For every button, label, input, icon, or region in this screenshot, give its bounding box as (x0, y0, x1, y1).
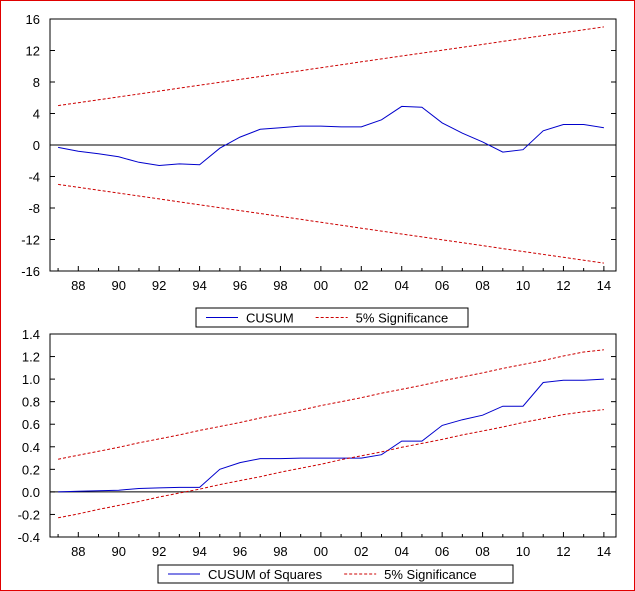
y-tick-label: 0.2 (22, 462, 40, 477)
y-tick-label: -0.2 (18, 507, 40, 522)
x-tick-label: 14 (597, 278, 611, 293)
y-tick-label: 0.4 (22, 440, 40, 455)
y-tick-label: 4 (33, 107, 40, 122)
x-tick-label: 90 (111, 278, 125, 293)
y-tick-label: 16 (26, 12, 40, 27)
x-tick-label: 04 (394, 544, 408, 559)
x-tick-label: 96 (233, 544, 247, 559)
x-tick-label: 10 (516, 544, 530, 559)
x-tick-label: 88 (71, 544, 85, 559)
legend: CUSUM 5% Significance (195, 307, 469, 328)
y-tick-label: -8 (28, 201, 40, 216)
legend-box (157, 564, 514, 584)
x-tick-label: 92 (152, 278, 166, 293)
y-tick-label: 1.2 (22, 350, 40, 365)
x-tick-label: 94 (192, 544, 206, 559)
y-tick-label: 1.4 (22, 327, 40, 342)
x-tick-label: 12 (556, 544, 570, 559)
plot-area (49, 333, 617, 538)
legend-label: CUSUM (246, 311, 294, 326)
x-tick-label: 00 (314, 544, 328, 559)
x-tick-label: 98 (273, 278, 287, 293)
x-tick-label: 00 (314, 278, 328, 293)
upper-bound-line (58, 26, 604, 107)
lower-bound-line (58, 183, 604, 264)
x-tick-label: 02 (354, 278, 368, 293)
x-tick-label: 08 (475, 278, 489, 293)
legend: CUSUM of Squares 5% Significance (157, 564, 514, 584)
statistic-line (58, 105, 604, 167)
x-tick-label: 92 (152, 544, 166, 559)
y-tick-label: 0.8 (22, 395, 40, 410)
statistic-line (58, 378, 604, 493)
y-tick-label: 0 (33, 138, 40, 153)
x-tick-label: 06 (435, 544, 449, 559)
x-tick-label: 04 (394, 278, 408, 293)
cusum-squares-panel: -0.4 -0.2 0.0 0.2 0.4 0.6 0.8 1.0 1.2 1.4 88 90 92 94… (18, 327, 617, 584)
legend-label: CUSUM of Squares (208, 567, 323, 582)
y-tick-label: 12 (26, 44, 40, 59)
x-tick-label: 94 (192, 278, 206, 293)
x-tick-label: 12 (556, 278, 570, 293)
x-tick-label: 02 (354, 544, 368, 559)
lower-bound-line (58, 409, 604, 519)
y-tick-label: -12 (21, 233, 40, 248)
y-tick-label: 8 (33, 75, 40, 90)
legend-label: 5% Significance (356, 311, 449, 326)
x-tick-label: 14 (597, 544, 611, 559)
x-tick-label: 06 (435, 278, 449, 293)
x-tick-label: 88 (71, 278, 85, 293)
x-tick-label: 90 (111, 544, 125, 559)
y-tick-label: -16 (21, 264, 40, 279)
y-tick-label: 0.0 (22, 485, 40, 500)
legend-label: 5% Significance (384, 567, 477, 582)
upper-bound-line (58, 349, 604, 460)
y-tick-label: -4 (28, 170, 40, 185)
x-tick-label: 10 (516, 278, 530, 293)
y-tick-label: 1.0 (22, 372, 40, 387)
x-tick-label: 08 (475, 544, 489, 559)
x-tick-label: 98 (273, 544, 287, 559)
y-tick-label: -0.4 (18, 530, 40, 545)
x-tick-label: 96 (233, 278, 247, 293)
y-tick-label: 0.6 (22, 417, 40, 432)
